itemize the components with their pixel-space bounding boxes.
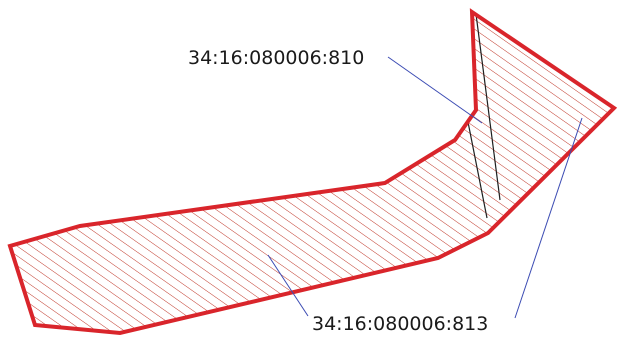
parcel-outer-boundary — [7, 8, 617, 336]
parcel-hatch-fill — [10, 12, 614, 333]
inner-boundary-813-west — [475, 13, 501, 201]
leader-line-813-left — [267, 254, 309, 317]
parcel-label-813: 34:16:080006:813 — [312, 313, 488, 335]
inner-boundary-810-east — [467, 121, 488, 219]
leader-line-813-right — [514, 117, 583, 319]
parcel-label-810: 34:16:080006:810 — [188, 47, 364, 69]
leader-line-810 — [387, 56, 483, 124]
